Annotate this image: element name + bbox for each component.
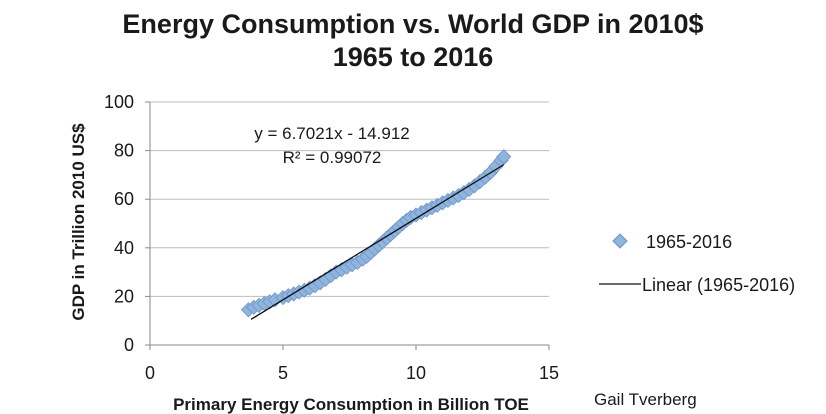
legend-label-series: 1965-2016 (646, 232, 732, 252)
legend-label-trend: Linear (1965-2016) (642, 275, 795, 295)
author-credit: Gail Tverberg (594, 390, 697, 409)
gridlines (150, 101, 549, 297)
y-tick-label: 60 (114, 189, 134, 209)
trend-equation: y = 6.7021x - 14.912 (254, 124, 409, 143)
y-tick-label: 80 (114, 141, 134, 161)
data-point (496, 149, 512, 165)
trendline (250, 164, 505, 320)
x-tick-labels: 0 5 10 15 (145, 345, 559, 383)
legend-diamond-marker (612, 233, 628, 249)
x-tick-label: 0 (145, 363, 155, 383)
y-tick-label: 20 (114, 286, 134, 306)
y-tick-label: 100 (104, 92, 134, 112)
y-axis-title: GDP in Trillion 2010 US$ (69, 123, 88, 321)
x-tick-label: 15 (539, 363, 559, 383)
r-squared-label: R² = 0.99072 (283, 148, 382, 167)
x-tick-label: 10 (406, 363, 426, 383)
scatter-points (240, 149, 512, 318)
x-axis-title: Primary Energy Consumption in Billion TO… (173, 395, 529, 414)
legend: 1965-2016 Linear (1965-2016) (599, 232, 795, 295)
y-tick-label: 40 (114, 238, 134, 258)
chart-subtitle: 1965 to 2016 (333, 42, 494, 72)
chart-title: Energy Consumption vs. World GDP in 2010… (122, 9, 703, 39)
x-tick-label: 5 (278, 363, 288, 383)
y-tick-label: 0 (124, 335, 134, 355)
y-tick-labels: 0 20 40 60 80 100 (104, 92, 150, 355)
